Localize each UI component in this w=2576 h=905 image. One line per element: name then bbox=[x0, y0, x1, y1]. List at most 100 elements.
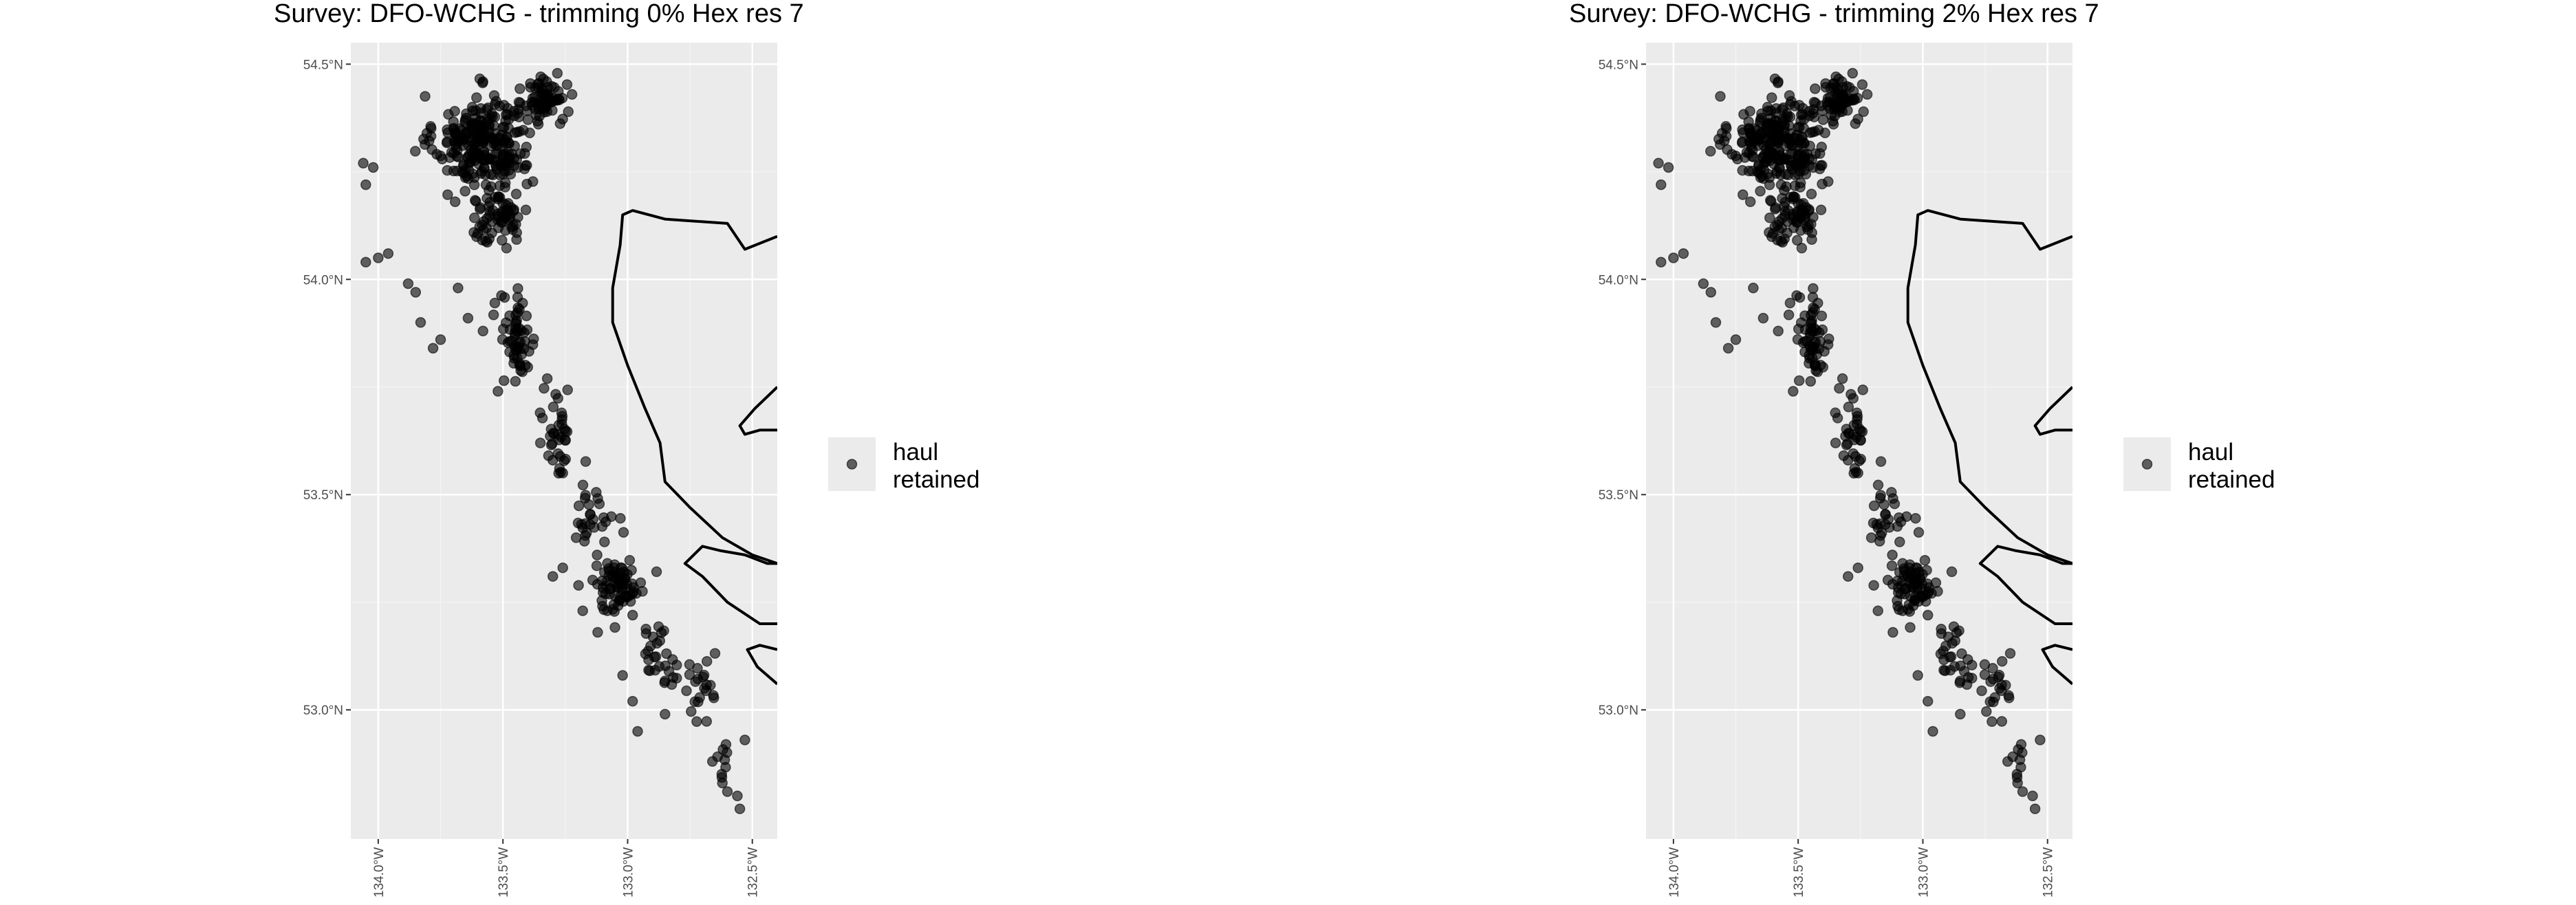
map-panel-trimming-0: Survey: DFO-WCHG - trimming 0% Hex res 7… bbox=[274, 0, 979, 897]
haul-point bbox=[1875, 456, 1887, 467]
y-axis: 53.0°N 53.5°N 54.0°N 54.5°N bbox=[1599, 58, 1646, 718]
haul-point bbox=[699, 683, 710, 694]
haul-point bbox=[591, 560, 603, 571]
haul-point bbox=[1743, 165, 1755, 177]
haul-point bbox=[1919, 554, 1931, 566]
haul-point bbox=[1764, 212, 1775, 223]
haul-point bbox=[1769, 73, 1781, 85]
haul-point bbox=[656, 627, 667, 638]
haul-point bbox=[1830, 407, 1841, 419]
haul-point bbox=[1795, 182, 1806, 193]
haul-point bbox=[1892, 587, 1904, 598]
haul-point bbox=[637, 586, 648, 597]
haul-point bbox=[1905, 591, 1916, 602]
haul-point bbox=[596, 575, 608, 587]
haul-point bbox=[442, 189, 453, 200]
haul-point bbox=[2017, 747, 2028, 759]
haul-point bbox=[556, 411, 568, 422]
haul-point bbox=[1857, 426, 1868, 437]
haul-point bbox=[1830, 437, 1841, 448]
haul-point bbox=[618, 527, 629, 538]
haul-point bbox=[1868, 580, 1879, 591]
haul-point bbox=[602, 605, 613, 616]
haul-point bbox=[667, 672, 679, 683]
haul-point bbox=[1838, 90, 1850, 102]
haul-point bbox=[1813, 124, 1824, 136]
haul-point bbox=[1779, 210, 1790, 221]
haul-point bbox=[1887, 549, 1898, 560]
haul-point bbox=[709, 648, 721, 659]
haul-point bbox=[1874, 518, 1886, 530]
coastline-segment bbox=[683, 545, 777, 625]
haul-point bbox=[474, 73, 486, 85]
haul-point bbox=[617, 670, 628, 681]
haul-point bbox=[628, 582, 639, 593]
haul-point bbox=[1705, 287, 1717, 298]
haul-point bbox=[1816, 142, 1828, 153]
haul-point bbox=[497, 140, 508, 151]
haul-point bbox=[698, 670, 710, 681]
haul-point bbox=[1886, 560, 1898, 571]
haul-point bbox=[402, 278, 414, 290]
x-tick-label: 133.0°W bbox=[621, 847, 636, 897]
legend-label-line-2: retained bbox=[893, 466, 979, 493]
haul-point bbox=[1738, 109, 1749, 120]
haul-point bbox=[1927, 726, 1938, 737]
haul-point bbox=[1656, 257, 1667, 268]
haul-point bbox=[1994, 683, 2005, 694]
haul-point bbox=[583, 499, 594, 510]
haul-point bbox=[500, 317, 512, 328]
haul-point bbox=[1848, 93, 1859, 105]
haul-point bbox=[660, 660, 671, 671]
x-tick-label: 132.5°W bbox=[746, 847, 761, 897]
haul-point bbox=[1967, 659, 1978, 670]
haul-point bbox=[1815, 204, 1827, 215]
haul-point bbox=[1956, 648, 1967, 659]
haul-point bbox=[1993, 670, 2005, 681]
haul-point bbox=[591, 487, 602, 498]
haul-point bbox=[1955, 708, 1966, 720]
haul-point bbox=[489, 98, 501, 110]
haul-point bbox=[1807, 307, 1819, 318]
haul-point bbox=[1996, 655, 2008, 667]
haul-point bbox=[1858, 106, 1869, 118]
haul-point bbox=[1946, 566, 1958, 578]
haul-point bbox=[2029, 803, 2041, 814]
haul-point bbox=[1923, 582, 1934, 593]
haul-point bbox=[410, 287, 422, 298]
haul-point bbox=[1887, 626, 1898, 638]
haul-point bbox=[510, 188, 522, 199]
haul-point bbox=[732, 790, 743, 802]
haul-point bbox=[443, 109, 454, 120]
haul-point bbox=[1790, 157, 1802, 168]
haul-point bbox=[1815, 100, 1827, 111]
haul-points bbox=[358, 67, 750, 814]
haul-point bbox=[1738, 189, 1749, 200]
x-tick-label: 133.5°W bbox=[1792, 847, 1806, 897]
haul-point bbox=[577, 605, 588, 616]
haul-point bbox=[1879, 499, 1890, 510]
haul-point bbox=[624, 554, 636, 566]
haul-point bbox=[1705, 146, 1716, 157]
haul-point bbox=[504, 149, 515, 160]
haul-point bbox=[1769, 204, 1781, 215]
haul-point bbox=[609, 622, 620, 633]
haul-points bbox=[1653, 67, 2046, 814]
haul-point bbox=[504, 336, 515, 347]
legend-key-point bbox=[846, 459, 858, 470]
haul-point bbox=[570, 532, 582, 543]
haul-point bbox=[528, 176, 539, 187]
haul-point bbox=[521, 310, 532, 322]
haul-point bbox=[647, 631, 659, 642]
haul-point bbox=[694, 692, 705, 704]
haul-point bbox=[497, 235, 508, 246]
chart-title: Survey: DFO-WCHG - trimming 2% Hex res 7 bbox=[1569, 0, 2099, 28]
haul-point bbox=[1656, 179, 1667, 190]
haul-point bbox=[1834, 382, 1845, 394]
haul-point bbox=[449, 129, 461, 140]
haul-point bbox=[480, 235, 491, 247]
haul-point bbox=[545, 424, 557, 435]
haul-point bbox=[1774, 149, 1786, 161]
y-tick-label: 54.5°N bbox=[1599, 58, 1638, 72]
